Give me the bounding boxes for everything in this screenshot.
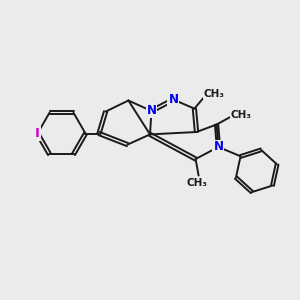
Text: N: N (168, 93, 178, 106)
Text: N: N (213, 140, 224, 154)
Text: I: I (35, 127, 40, 140)
Text: N: N (146, 104, 157, 118)
Text: CH₃: CH₃ (187, 178, 208, 188)
Text: CH₃: CH₃ (204, 88, 225, 99)
Text: CH₃: CH₃ (231, 110, 252, 120)
